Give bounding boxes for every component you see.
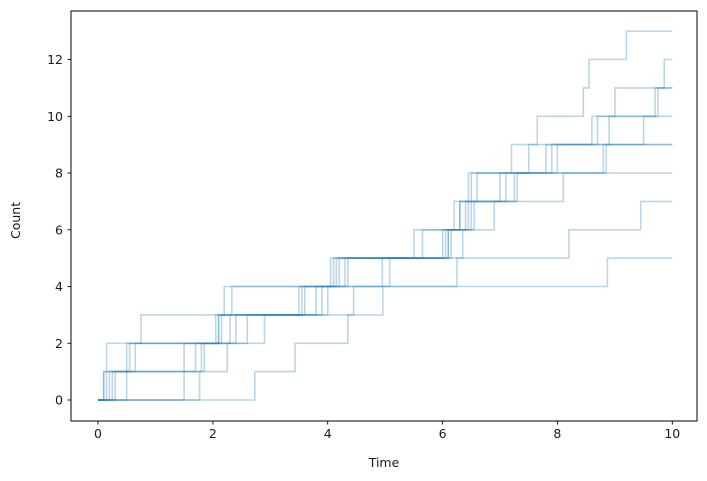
series-path-8 bbox=[98, 172, 673, 401]
series-path-10 bbox=[98, 257, 673, 401]
y-tick-label: 2 bbox=[55, 336, 63, 351]
y-tick-label: 10 bbox=[47, 109, 63, 124]
series-path-4 bbox=[98, 87, 673, 401]
x-tick-label: 10 bbox=[664, 426, 680, 441]
series-path-6 bbox=[98, 143, 673, 401]
x-axis-label: Time bbox=[368, 455, 400, 470]
x-tick-label: 6 bbox=[439, 426, 447, 441]
series-path-3 bbox=[98, 87, 673, 401]
y-tick-label: 4 bbox=[55, 279, 63, 294]
x-tick-label: 4 bbox=[324, 426, 332, 441]
x-tick-label: 0 bbox=[94, 426, 102, 441]
series-path-1 bbox=[98, 30, 673, 401]
series-path-9 bbox=[98, 200, 673, 401]
x-tick-label: 2 bbox=[209, 426, 217, 441]
series-path-7 bbox=[98, 143, 673, 401]
x-tick-label: 8 bbox=[553, 426, 561, 441]
y-tick-label: 12 bbox=[47, 52, 63, 67]
series-path-2 bbox=[98, 58, 673, 401]
series-path-5 bbox=[98, 115, 673, 401]
y-tick-label: 6 bbox=[55, 222, 63, 237]
y-tick-label: 8 bbox=[55, 166, 63, 181]
y-axis-label: Count bbox=[8, 201, 23, 239]
plot-area bbox=[70, 10, 698, 422]
y-tick-label: 0 bbox=[55, 393, 63, 408]
